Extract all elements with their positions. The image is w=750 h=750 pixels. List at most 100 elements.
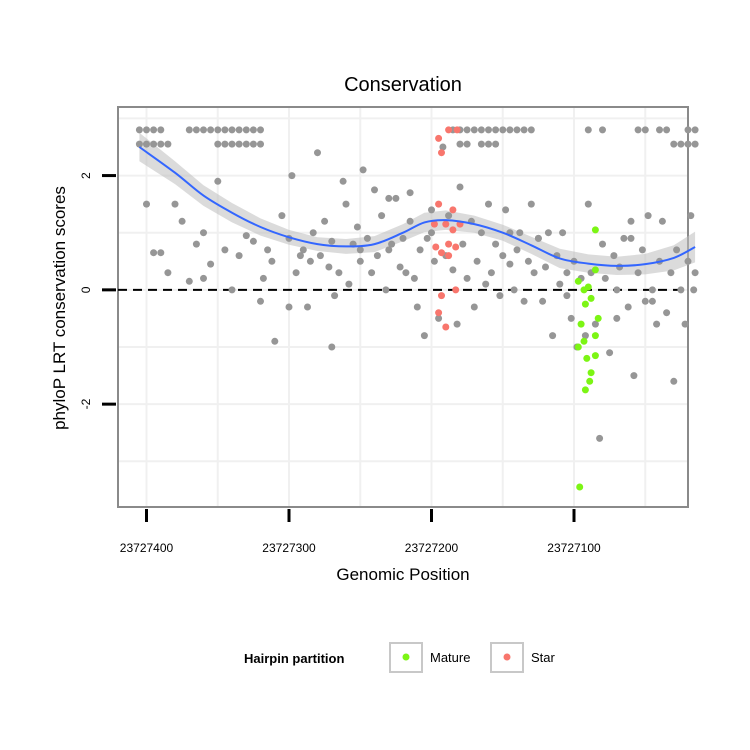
point-other-24	[242, 140, 250, 148]
point-other-16	[143, 140, 150, 148]
point-other-22	[228, 140, 236, 148]
point-other-166	[599, 240, 606, 248]
point-other-35	[506, 126, 514, 134]
point-other-73	[259, 274, 267, 282]
point-other-101	[368, 269, 376, 277]
point-other-192	[690, 286, 698, 294]
point-other-88	[321, 217, 329, 225]
point-mature-8	[577, 320, 585, 328]
point-other-143	[516, 229, 524, 237]
point-other-90	[328, 237, 336, 245]
point-other-9	[221, 126, 229, 134]
point-other-69	[235, 252, 243, 260]
point-other-167	[601, 274, 609, 282]
point-other-136	[492, 240, 500, 248]
point-other-123	[445, 212, 453, 220]
legend-title: Hairpin partition	[244, 651, 344, 666]
point-other-180	[648, 286, 656, 294]
point-other-59	[164, 269, 172, 277]
point-other-98	[356, 246, 364, 254]
point-other-13	[249, 126, 257, 134]
legend-label-mature: Mature	[430, 650, 470, 665]
point-star-1	[438, 149, 445, 157]
point-other-61	[178, 217, 186, 225]
point-other-75	[268, 257, 276, 265]
point-other-149	[539, 297, 547, 305]
point-other-33	[492, 126, 500, 134]
point-other-130	[470, 303, 478, 311]
point-other-3	[157, 126, 165, 134]
point-other-173	[624, 303, 632, 311]
point-other-40	[599, 126, 606, 134]
point-other-176	[634, 269, 642, 277]
point-other-185	[667, 269, 675, 277]
point-other-23	[235, 140, 243, 148]
point-other-7	[207, 126, 215, 134]
point-other-125	[453, 320, 461, 328]
point-other-197	[356, 257, 364, 265]
point-mature-11	[574, 343, 582, 351]
point-other-139	[502, 206, 510, 214]
point-other-126	[456, 183, 464, 191]
point-other-84	[306, 257, 314, 265]
legend-label-star: Star	[531, 650, 556, 665]
point-other-65	[207, 260, 215, 268]
point-other-177	[638, 246, 646, 254]
point-other-105	[382, 286, 390, 294]
point-other-0	[135, 126, 143, 134]
point-other-103	[373, 252, 381, 260]
smooth-trend-line	[138, 146, 696, 267]
point-other-66	[214, 177, 222, 185]
y-axis: 2 0 -2	[79, 172, 116, 409]
point-other-100	[363, 234, 371, 242]
point-other-64	[200, 229, 207, 237]
point-other-56	[143, 200, 150, 208]
point-other-118	[428, 206, 435, 214]
point-other-202	[534, 234, 542, 242]
point-other-41	[634, 126, 642, 134]
x-axis-title: Genomic Position	[336, 565, 469, 584]
point-mature-12	[591, 352, 599, 360]
point-other-131	[473, 257, 481, 265]
point-star-2	[445, 126, 453, 134]
point-other-172	[620, 234, 628, 242]
point-other-34	[499, 126, 507, 134]
point-star-18	[442, 323, 450, 331]
y-tick-label-1: 0	[79, 286, 93, 293]
point-other-42	[641, 126, 649, 134]
point-other-135	[487, 269, 495, 277]
point-other-152	[549, 332, 557, 340]
point-other-47	[456, 140, 464, 148]
point-star-7	[442, 220, 450, 228]
point-other-199	[406, 189, 414, 197]
point-other-17	[150, 140, 158, 148]
legend-point-star	[503, 653, 511, 661]
point-star-17	[435, 309, 443, 317]
point-other-93	[339, 177, 347, 185]
point-other-179	[644, 212, 652, 220]
point-other-68	[228, 286, 236, 294]
point-other-104	[378, 212, 386, 220]
point-other-10	[228, 126, 236, 134]
point-other-82	[299, 246, 307, 254]
point-mature-15	[586, 377, 594, 385]
point-other-81	[296, 252, 304, 260]
point-other-12	[242, 126, 250, 134]
point-other-169	[610, 252, 618, 260]
point-other-145	[524, 257, 532, 265]
point-mature-6	[574, 277, 582, 285]
point-other-49	[477, 140, 485, 148]
point-star-5	[449, 206, 457, 214]
point-other-165	[596, 434, 604, 442]
point-other-94	[342, 200, 350, 208]
point-star-16	[438, 292, 445, 300]
point-other-25	[249, 140, 257, 148]
y-tick-label-0: 2	[79, 172, 93, 179]
point-other-51	[492, 140, 500, 148]
point-other-62	[185, 277, 193, 285]
point-other-183	[658, 217, 666, 225]
x-tick-label-3: 23727100	[547, 541, 601, 555]
data-points	[135, 126, 699, 491]
point-mature-13	[583, 354, 591, 362]
point-star-10	[445, 240, 453, 248]
